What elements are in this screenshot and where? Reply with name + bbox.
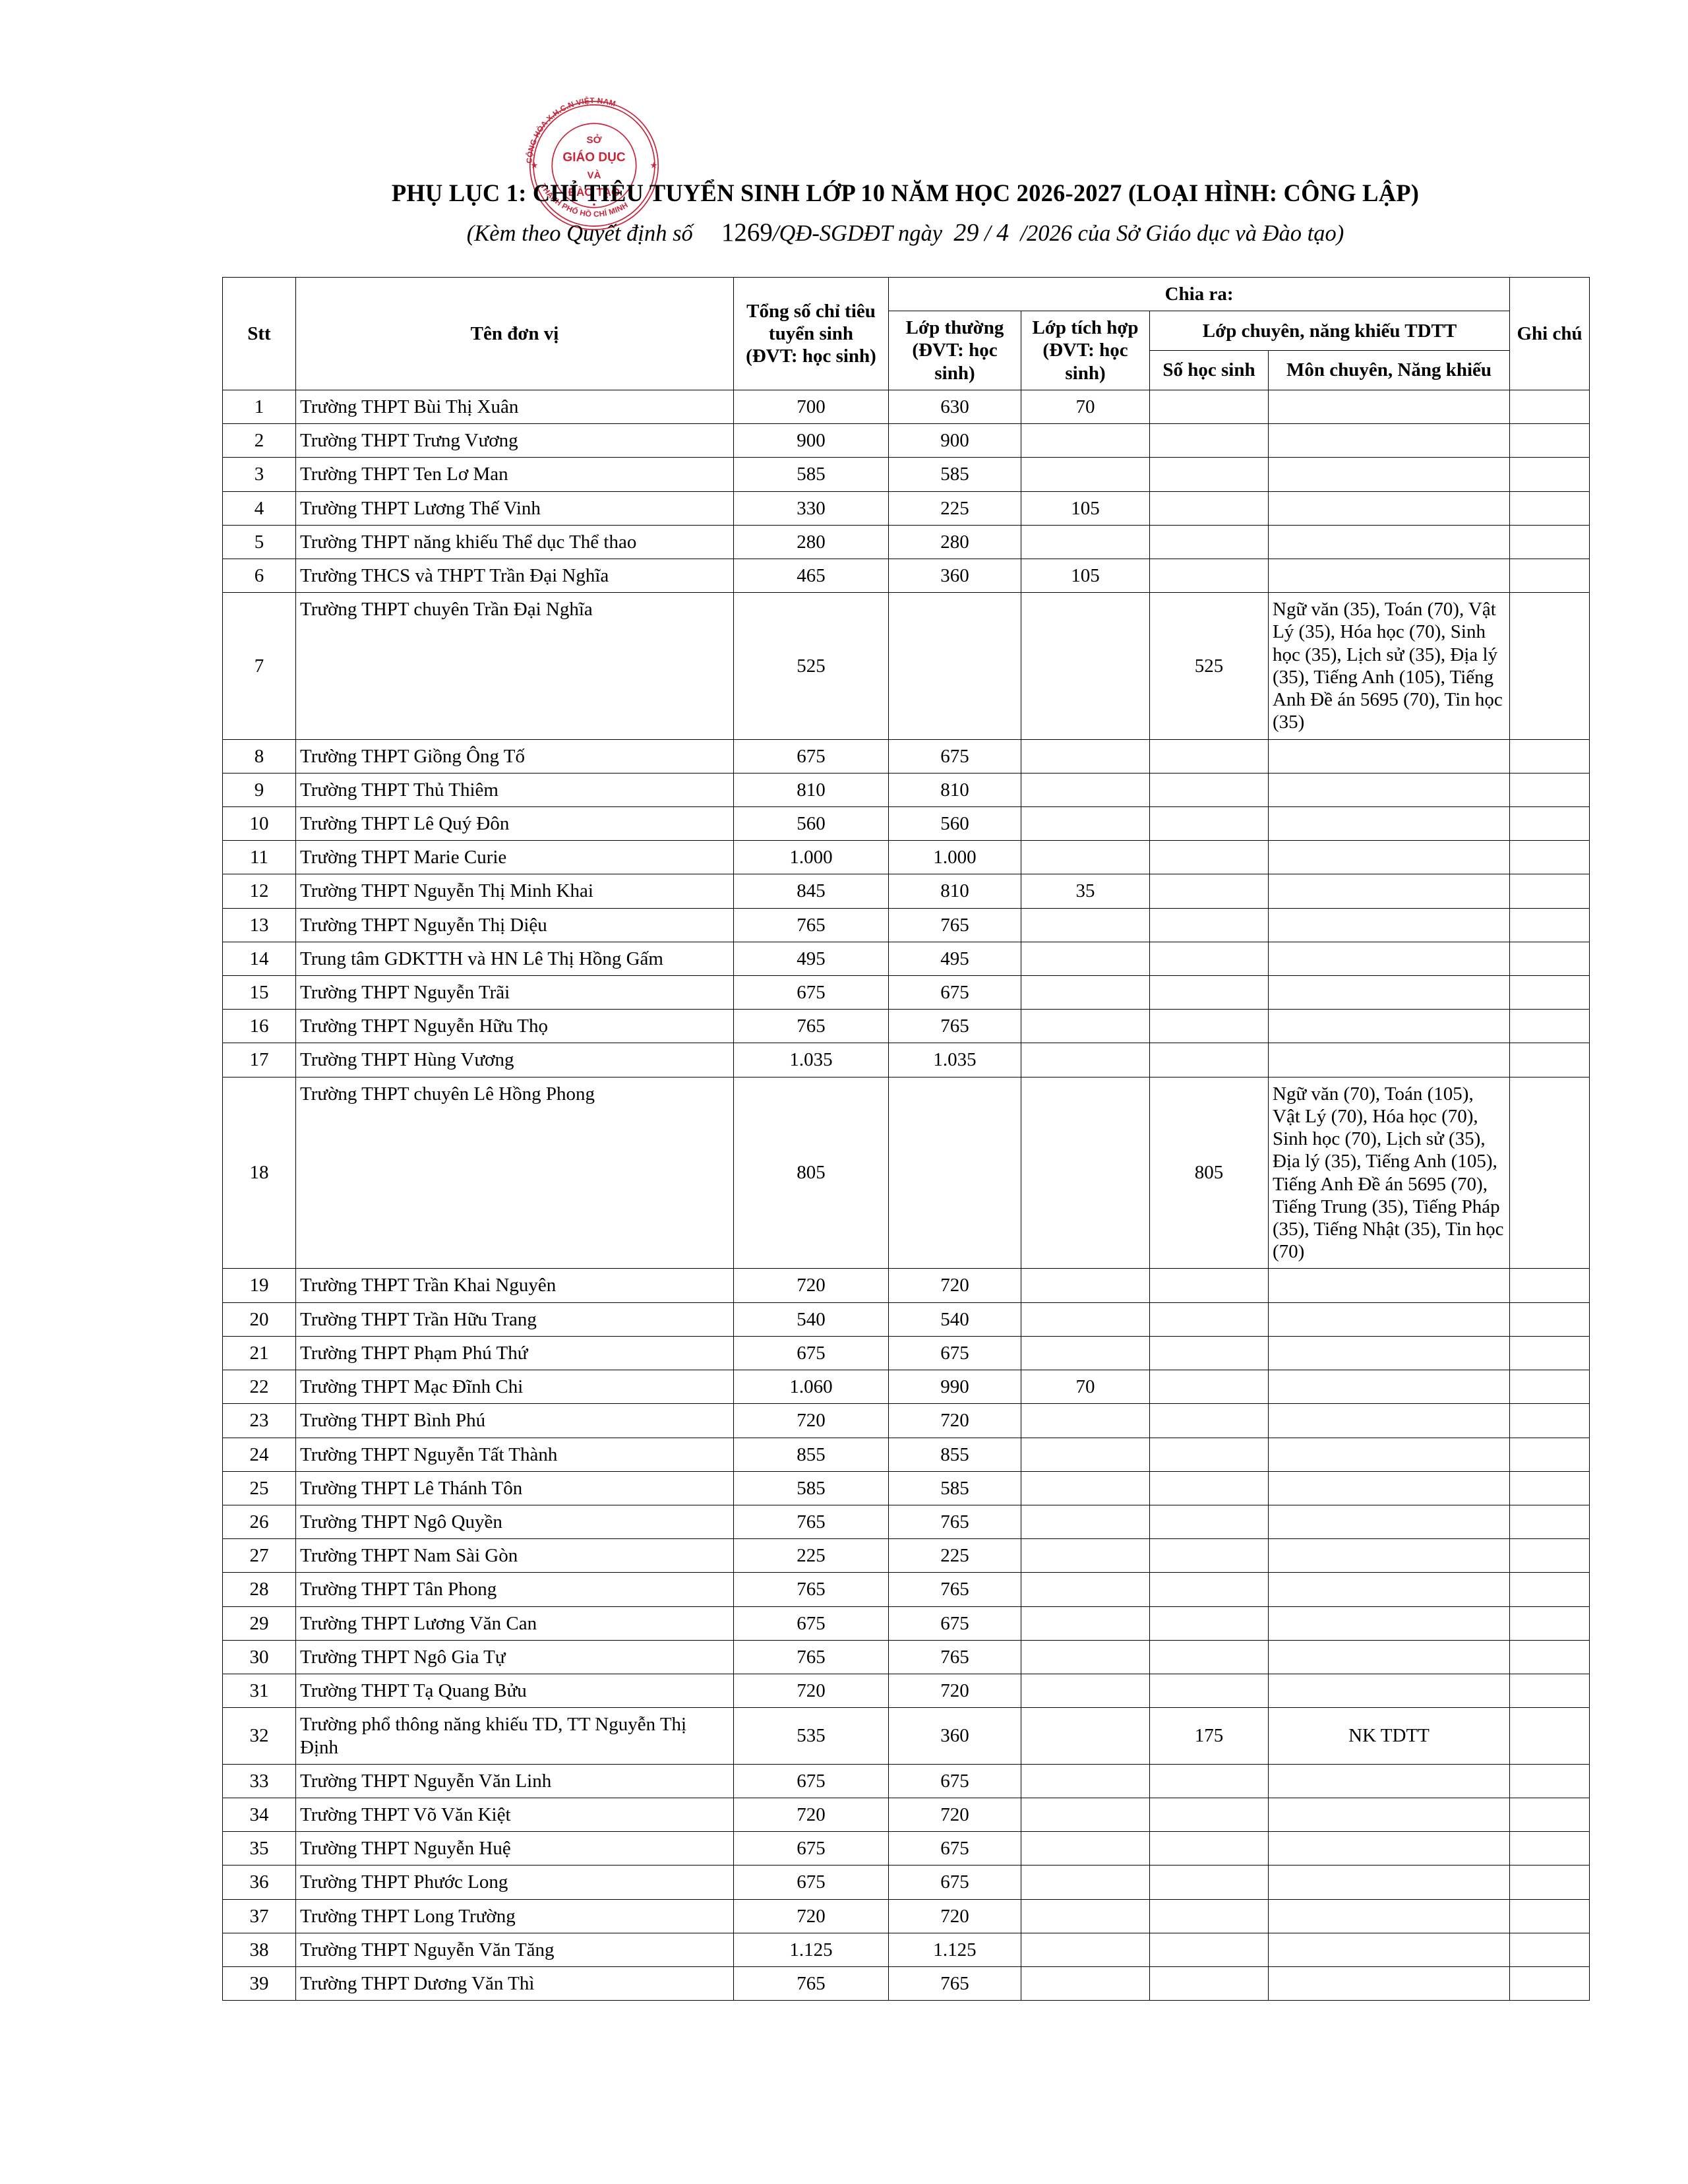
svg-text:VÀ: VÀ [588, 170, 601, 181]
svg-text:GIÁO DỤC: GIÁO DỤC [562, 150, 625, 164]
svg-text:★: ★ [530, 160, 538, 170]
svg-text:SỞ: SỞ [587, 134, 602, 146]
svg-text:ĐÀO TẠO: ĐÀO TẠO [568, 186, 620, 198]
svg-text:★: ★ [650, 160, 658, 170]
